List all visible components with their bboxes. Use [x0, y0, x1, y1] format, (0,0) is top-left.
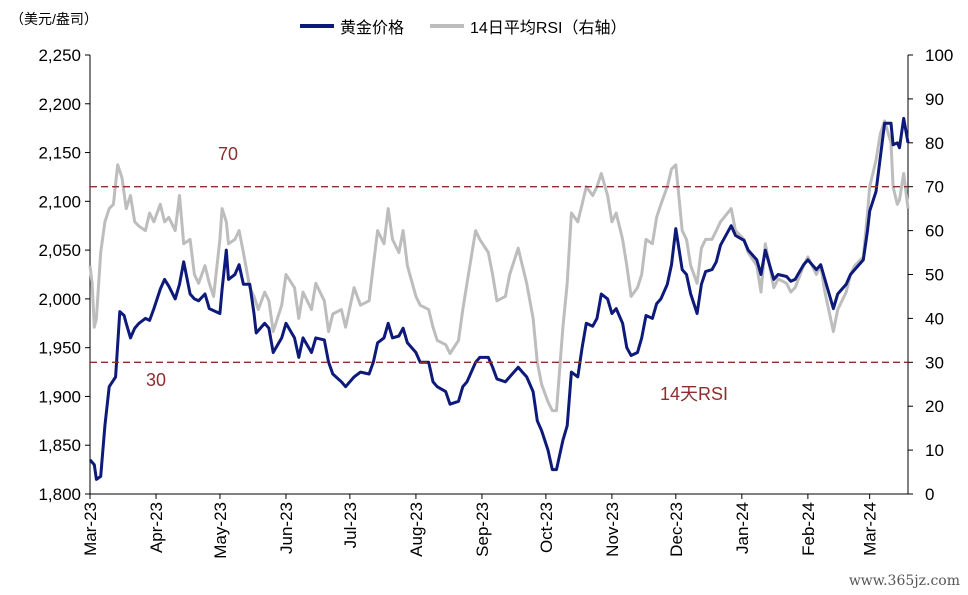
- y-left-tick-label: 2,050: [38, 241, 81, 260]
- x-tick-label: Jun-23: [277, 502, 296, 554]
- y-left-tick-label: 2,150: [38, 144, 81, 163]
- y-right-tick-label: 30: [925, 353, 944, 372]
- y-right-tick-label: 40: [925, 309, 944, 328]
- x-tick-label: Jul-23: [341, 502, 360, 548]
- x-tick-label: Aug-23: [407, 502, 426, 557]
- x-tick-label: Dec-23: [667, 502, 686, 557]
- gold-price-series-line: [88, 116, 910, 481]
- y-left-tick-label: 2,200: [38, 95, 81, 114]
- x-tick-label: Mar-24: [861, 502, 880, 556]
- y-right-tick-label: 90: [925, 90, 944, 109]
- y-right-tick-label: 60: [925, 222, 944, 241]
- rsi-series-line: [88, 119, 910, 413]
- legend-label-gold-price: 黄金价格: [340, 20, 405, 37]
- y-right-tick-label: 50: [925, 266, 944, 285]
- y-right-tick-label: 20: [925, 397, 944, 416]
- y-left-tick-label: 2,100: [38, 192, 81, 211]
- x-tick-label: Jan-24: [733, 502, 752, 554]
- y-right-tick-label: 80: [925, 134, 944, 153]
- reference-label-70: 70: [218, 144, 238, 164]
- x-tick-label: Oct-23: [537, 502, 556, 553]
- y-left-tick-label: 1,900: [38, 387, 81, 406]
- x-tick-label: Mar-23: [81, 502, 100, 556]
- y-axis-unit-label: （美元/盎司）: [10, 11, 98, 27]
- x-tick-label: Sep-23: [473, 502, 492, 557]
- watermark: www.365jz.com: [848, 573, 960, 589]
- y-left-tick-label: 1,800: [38, 485, 81, 504]
- y-left-tick-label: 1,950: [38, 339, 81, 358]
- y-right-tick-label: 70: [925, 178, 944, 197]
- rsi-annotation: 14天RSI: [660, 384, 728, 404]
- y-right-tick-label: 100: [925, 46, 953, 65]
- x-tick-label: Feb-24: [799, 502, 818, 556]
- x-tick-label: Apr-23: [147, 502, 166, 553]
- legend-item-gold-price: 黄金价格: [300, 14, 404, 38]
- legend-item-rsi: 14日平均RSI（右轴）: [430, 14, 627, 38]
- y-right-tick-label: 0: [925, 485, 934, 504]
- y-left-tick-label: 2,000: [38, 290, 81, 309]
- reference-label-30: 30: [146, 370, 166, 390]
- y-right-tick-label: 10: [925, 441, 944, 460]
- x-tick-label: Nov-23: [603, 502, 622, 557]
- x-tick-label: May-23: [211, 502, 230, 559]
- y-left-tick-label: 2,250: [38, 46, 81, 65]
- chart-legend: 黄金价格 14日平均RSI（右轴）: [300, 14, 653, 38]
- y-left-tick-label: 1,850: [38, 436, 81, 455]
- legend-label-rsi: 14日平均RSI（右轴）: [470, 20, 627, 37]
- legend-swatch-rsi: [430, 24, 465, 28]
- legend-swatch-gold-price: [300, 24, 334, 28]
